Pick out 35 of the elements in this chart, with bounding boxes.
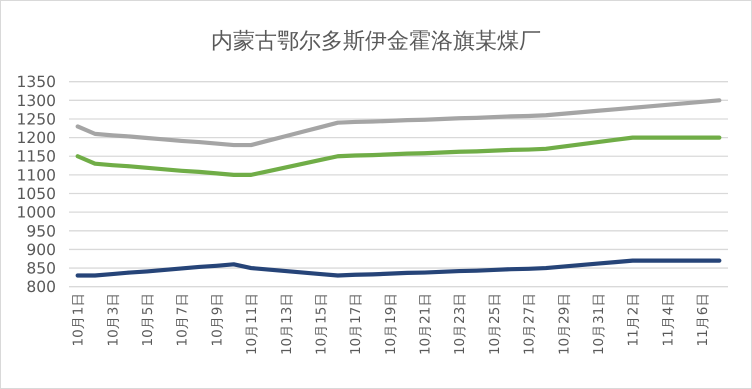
x-tick-label: 10月9日 [209,292,226,346]
x-tick-label: 10月27日 [522,292,538,356]
y-tick-label: 1300 [16,92,56,110]
x-tick-label: 10月3日 [105,292,122,346]
y-tick-label: 900 [26,240,56,259]
x-tick-label: 11月2日 [626,292,642,346]
y-tick-label: 1000 [16,204,56,222]
x-tick-label: 10月25日 [486,292,503,356]
x-tick-label: 11月4日 [660,292,676,346]
y-tick-label: 1350 [16,73,56,92]
chart-title: 内蒙古鄂尔多斯伊金霍洛旗某煤厂 [211,29,541,54]
y-tick-label: 850 [26,260,56,278]
x-tick-label: 10月17日 [348,292,364,356]
line-series [76,98,722,148]
x-tick-label: 10月11日 [244,292,260,356]
x-tick-label: 10月1日 [70,292,87,346]
line-series [76,258,722,278]
y-tick-label: 1050 [16,185,56,204]
x-tick-label: 11月6日 [694,292,711,346]
x-tick-label: 10月7日 [174,292,191,346]
x-tick-label: 10月31日 [590,292,607,356]
y-tick-label: 1200 [16,129,56,148]
x-tick-label: 10月21日 [418,292,434,356]
x-tick-label: 10月23日 [452,292,468,356]
y-tick-label: 950 [26,222,56,240]
y-tick-label: 1150 [16,148,56,166]
x-tick-label: 10月19日 [382,292,399,356]
line-series [76,136,722,177]
x-tick-label: 10月13日 [278,292,295,356]
x-tick-label: 10月29日 [556,292,572,356]
y-tick-label: 1100 [16,166,56,184]
y-tick-label: 800 [26,278,56,296]
x-tick-label: 10月15日 [313,292,330,356]
x-tick-label: 10月5日 [140,292,156,346]
y-tick-label: 1250 [16,110,56,128]
